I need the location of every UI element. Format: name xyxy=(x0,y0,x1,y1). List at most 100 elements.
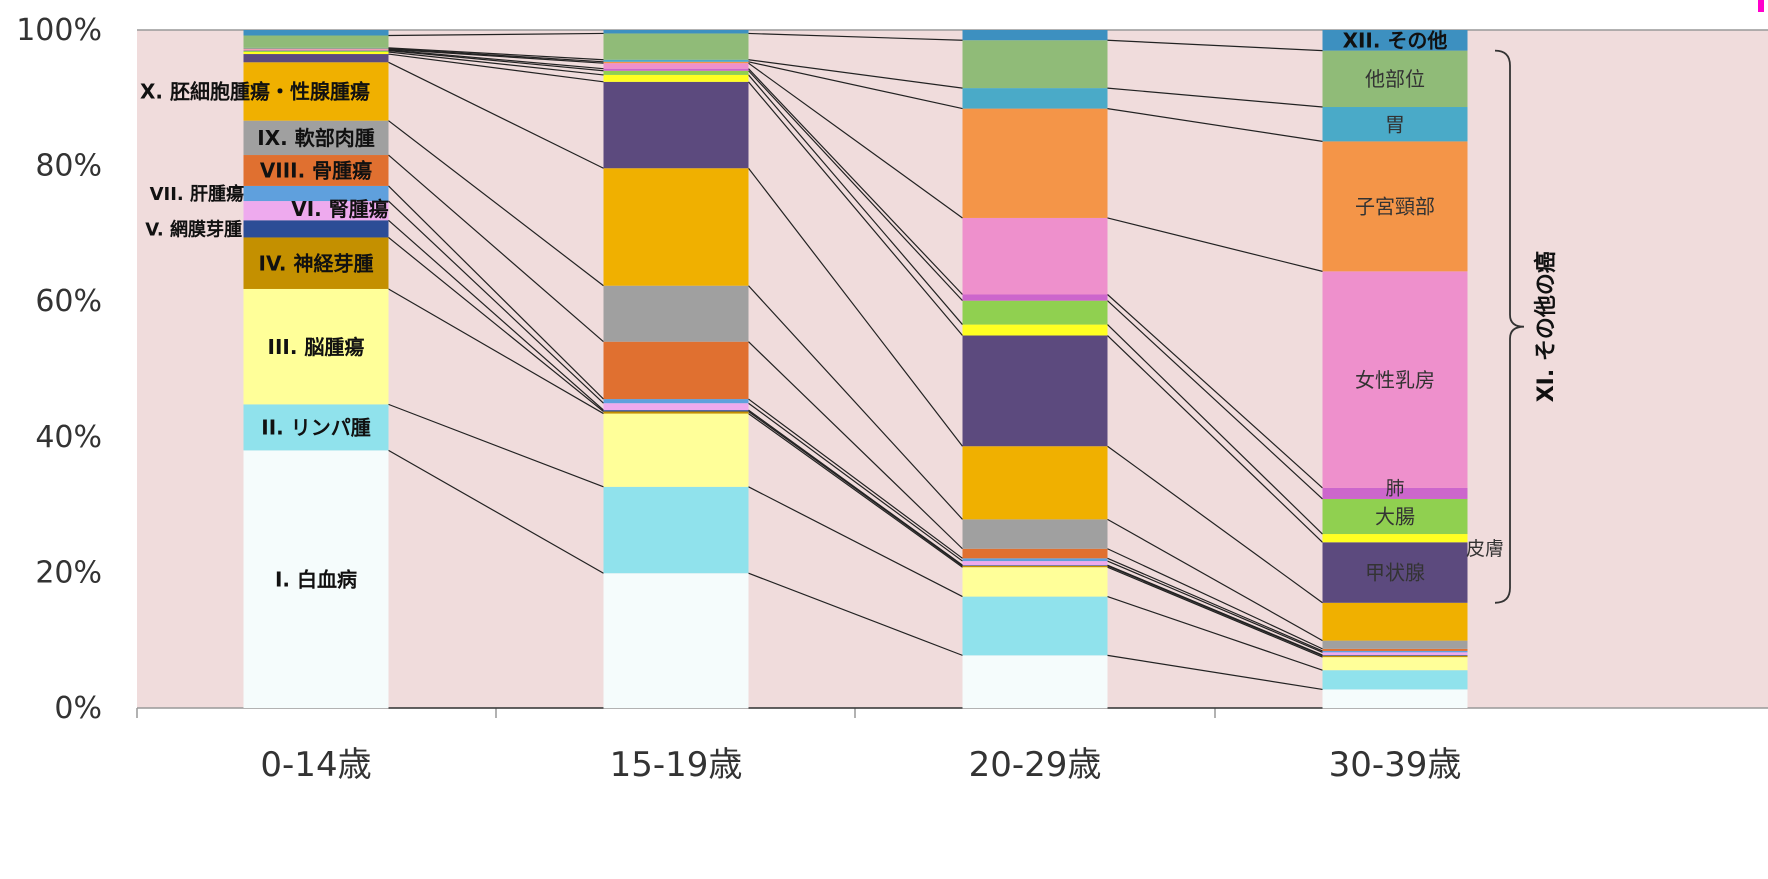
y-tick-label: 60% xyxy=(35,284,102,319)
connector-line xyxy=(1107,39,1323,52)
connector-line xyxy=(388,47,604,61)
segment-label: VI. 腎腫瘍 xyxy=(291,197,388,221)
plot-background xyxy=(137,30,1768,708)
bar-segment xyxy=(603,285,749,342)
bar-segment xyxy=(243,155,389,186)
connector-line xyxy=(1107,87,1323,108)
bar-segment xyxy=(962,565,1108,566)
segment-label: 肺 xyxy=(1385,477,1404,499)
bar-segment xyxy=(243,288,389,405)
connector-line xyxy=(748,32,963,41)
bar-segment xyxy=(603,411,749,414)
bar-segment xyxy=(1322,542,1468,603)
bar-segment xyxy=(962,300,1108,325)
segment-label: IX. 軟部肉腫 xyxy=(257,126,374,150)
bar-segment xyxy=(1322,107,1468,142)
connector-line xyxy=(748,70,963,302)
connector-line xyxy=(748,68,963,295)
bar-segment xyxy=(243,237,389,289)
bar-segment xyxy=(962,335,1108,447)
connector-line xyxy=(1107,335,1323,543)
bar-segment xyxy=(603,74,749,82)
bar-segment xyxy=(243,51,389,55)
connector-line xyxy=(388,185,604,400)
bar-segment xyxy=(1322,271,1468,488)
segment-label: IV. 神経芽腫 xyxy=(259,251,374,275)
bar-segment xyxy=(243,185,389,202)
bar-segment xyxy=(962,561,1108,566)
x-tick-label: 30-39歳 xyxy=(1329,745,1462,785)
connector-line xyxy=(1107,294,1323,489)
connector-line xyxy=(1107,108,1323,142)
bar-segment xyxy=(962,88,1108,109)
bar-segment xyxy=(962,519,1108,549)
bar-segment xyxy=(962,446,1108,520)
bar-segment xyxy=(1322,30,1468,51)
y-tick-label: 0% xyxy=(54,691,102,726)
bar-segment xyxy=(243,49,389,51)
bar-segment xyxy=(1322,534,1468,543)
connector-line xyxy=(388,53,604,83)
connector-line xyxy=(748,572,963,656)
bar-segment xyxy=(603,573,749,708)
bar-segment xyxy=(243,47,389,49)
bar-segment xyxy=(1322,670,1468,690)
connector-line xyxy=(1107,565,1323,657)
bar-segment xyxy=(1322,655,1468,658)
connector-line xyxy=(748,486,963,598)
x-tick-label: 15-19歳 xyxy=(610,745,743,785)
connector-line xyxy=(388,49,604,70)
bar-segment xyxy=(603,486,749,574)
segment-label: XII. その他 xyxy=(1343,29,1448,53)
connector-line xyxy=(748,398,963,559)
segment-labels: I. 白血病 II. リンパ腫 III. 脳腫瘍 IV. 神経芽腫 V. 網膜芽腫 VI.… xyxy=(140,29,1504,592)
connector-line xyxy=(1107,596,1323,671)
connector-line xyxy=(388,449,604,574)
connector-lines xyxy=(388,32,1323,709)
connector-line xyxy=(748,341,963,550)
bar-segment xyxy=(962,294,1108,301)
connector-line xyxy=(1107,300,1323,500)
bar-segment xyxy=(1322,648,1468,651)
bar-segment xyxy=(1322,498,1468,535)
bar-segment xyxy=(243,62,389,121)
bar-segment xyxy=(1322,640,1468,649)
bar-segment xyxy=(962,217,1108,295)
segment-label: 大腸 xyxy=(1375,505,1415,529)
segment-label: III. 脳腫瘍 xyxy=(268,335,365,359)
connector-line xyxy=(748,59,963,89)
bar-segment xyxy=(243,404,389,451)
connector-line xyxy=(1107,445,1323,604)
x-tick-label: 0-14歳 xyxy=(260,745,371,785)
y-tick-label: 80% xyxy=(35,149,102,184)
connector-line xyxy=(388,51,604,76)
bar-segment xyxy=(962,40,1108,89)
bar-segment xyxy=(243,201,389,221)
connector-line xyxy=(1107,548,1323,650)
connector-line xyxy=(1107,566,1323,658)
segment-label: I. 白血病 xyxy=(275,567,357,591)
bracket-label: XI. その他の癌 xyxy=(1533,251,1559,402)
bar-segment xyxy=(603,413,749,487)
bar-segment xyxy=(603,81,749,169)
bar-segment xyxy=(243,50,389,52)
bar-segment xyxy=(603,63,749,69)
segment-label: II. リンパ腫 xyxy=(261,416,370,440)
connector-line xyxy=(388,403,604,488)
connector-line xyxy=(1107,518,1323,642)
bar-segment xyxy=(962,567,1108,597)
bar-segment xyxy=(243,35,389,48)
bar-segment xyxy=(1322,50,1468,108)
bar-segment xyxy=(243,54,389,63)
bar-segment xyxy=(603,168,749,286)
bar-segment xyxy=(962,30,1108,41)
connector-line xyxy=(748,402,963,562)
bar-segment xyxy=(603,59,749,62)
connector-line xyxy=(748,285,963,520)
connector-line xyxy=(1107,217,1323,272)
connector-line xyxy=(748,74,963,325)
bar-segment xyxy=(243,30,389,36)
bar-segment xyxy=(1322,689,1468,708)
connector-line xyxy=(1107,654,1323,691)
connector-line xyxy=(388,50,604,72)
